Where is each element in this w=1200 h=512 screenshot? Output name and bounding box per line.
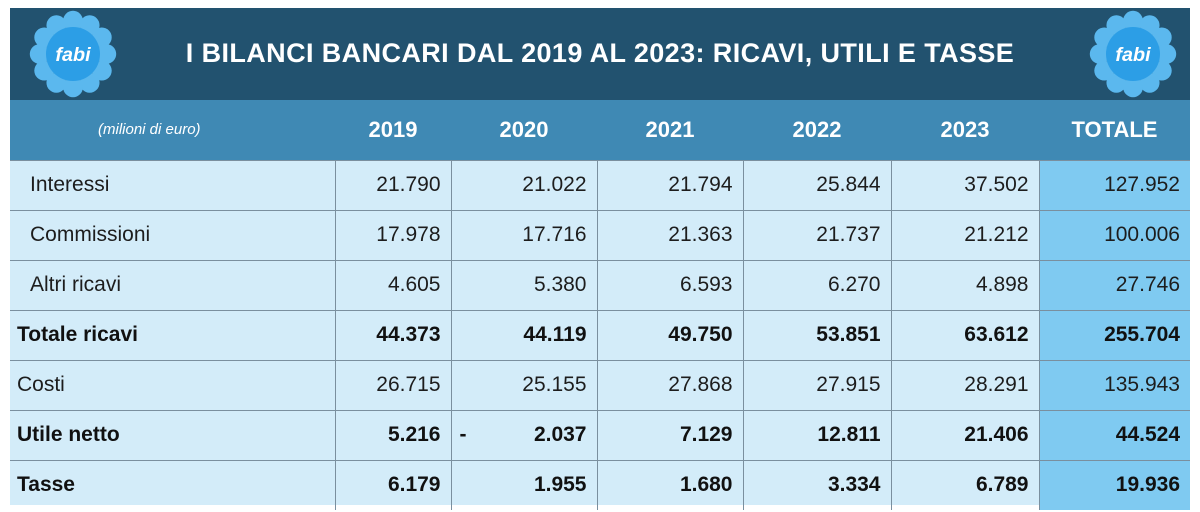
column-header-2019: 2019: [335, 100, 451, 160]
financial-table: (milioni di euro) 2019 2020 2021 2022 20…: [10, 100, 1190, 510]
cell-total: 100.006: [1038, 209, 1190, 260]
cell-value: 21.022: [450, 159, 597, 210]
logo-text: fabi: [1115, 44, 1151, 66]
page-title: I BILANCI BANCARI DAL 2019 AL 2023: RICA…: [185, 38, 1015, 68]
row-label: Costi: [10, 359, 335, 410]
logo-text: fabi: [55, 44, 91, 66]
cell-value: 49.750: [596, 309, 743, 360]
cell-value: 53.851: [742, 309, 891, 360]
cell-value: 21.363: [596, 209, 743, 260]
row-label: Tasse: [10, 459, 335, 510]
cell-value: 27.915: [742, 359, 891, 410]
fabi-logo-left: fabi: [29, 10, 117, 98]
cell-value: 63.612: [890, 309, 1039, 360]
column-header-2020: 2020: [451, 100, 597, 160]
cell-value: 3.334: [742, 459, 891, 510]
cell-value: 7.129: [596, 409, 743, 460]
cell-value: 4.605: [334, 259, 451, 310]
cell-value: 27.868: [596, 359, 743, 410]
cell-total: 127.952: [1038, 159, 1190, 210]
negative-sign: -: [459, 423, 467, 446]
cell-value: 17.716: [450, 209, 597, 260]
cell-value: 6.593: [596, 259, 743, 310]
cell-value: 5.216: [334, 409, 451, 460]
cell-number: 2.037: [533, 423, 587, 446]
column-header-totale: TOTALE: [1039, 100, 1190, 160]
table-row-interessi: Interessi 21.790 21.022 21.794 25.844 37…: [10, 159, 1190, 210]
cell-value: 5.380: [450, 259, 597, 310]
table-row-tasse: Tasse 6.179 1.955 1.680 3.334 6.789 19.9…: [10, 459, 1190, 510]
cell-value: 44.373: [334, 309, 451, 360]
cell-total: 44.524: [1038, 409, 1190, 460]
cell-total: 27.746: [1038, 259, 1190, 310]
cell-value: 28.291: [890, 359, 1039, 410]
table-row-altri-ricavi: Altri ricavi 4.605 5.380 6.593 6.270 4.8…: [10, 259, 1190, 310]
cell-value: 21.790: [334, 159, 451, 210]
cell-value: 1.680: [596, 459, 743, 510]
cell-value: 6.789: [890, 459, 1039, 510]
cell-value: 26.715: [334, 359, 451, 410]
cell-value: 4.898: [890, 259, 1039, 310]
row-label: Altri ricavi: [10, 259, 335, 310]
cell-total: 135.943: [1038, 359, 1190, 410]
column-header-row: (milioni di euro) 2019 2020 2021 2022 20…: [10, 100, 1190, 160]
cell-value: 1.955: [450, 459, 597, 510]
fabi-logo-right: fabi: [1089, 10, 1177, 98]
cell-value: 21.406: [890, 409, 1039, 460]
table-row-costi: Costi 26.715 25.155 27.868 27.915 28.291…: [10, 359, 1190, 410]
logo-center: [1106, 27, 1160, 81]
cell-value: 17.978: [334, 209, 451, 260]
row-label: Totale ricavi: [10, 309, 335, 360]
cell-value: 6.270: [742, 259, 891, 310]
cell-value-negative: - 2.037: [450, 409, 597, 460]
cell-total: 19.936: [1038, 459, 1190, 510]
cell-value: 25.155: [450, 359, 597, 410]
cell-value: 6.179: [334, 459, 451, 510]
title-banner: fabi I BILANCI BANCARI DAL 2019 AL 2023:…: [10, 8, 1190, 100]
cell-value: 21.212: [890, 209, 1039, 260]
report-table-card: fabi I BILANCI BANCARI DAL 2019 AL 2023:…: [10, 8, 1190, 510]
cell-value: 21.794: [596, 159, 743, 210]
row-label: Commissioni: [10, 209, 335, 260]
table-row-commissioni: Commissioni 17.978 17.716 21.363 21.737 …: [10, 209, 1190, 260]
cell-value: 12.811: [742, 409, 891, 460]
column-header-2022: 2022: [743, 100, 891, 160]
cell-value: 21.737: [742, 209, 891, 260]
row-label: Interessi: [10, 159, 335, 210]
cell-value: 25.844: [742, 159, 891, 210]
units-label: (milioni di euro): [10, 100, 335, 160]
column-header-2023: 2023: [891, 100, 1039, 160]
logo-center: [46, 27, 100, 81]
cell-value: 44.119: [450, 309, 597, 360]
cell-total: 255.704: [1038, 309, 1190, 360]
table-row-totale-ricavi: Totale ricavi 44.373 44.119 49.750 53.85…: [10, 309, 1190, 360]
row-label: Utile netto: [10, 409, 335, 460]
column-header-2021: 2021: [597, 100, 743, 160]
table-row-utile-netto: Utile netto 5.216 - 2.037 7.129 12.811 21…: [10, 409, 1190, 460]
cell-value: 37.502: [890, 159, 1039, 210]
